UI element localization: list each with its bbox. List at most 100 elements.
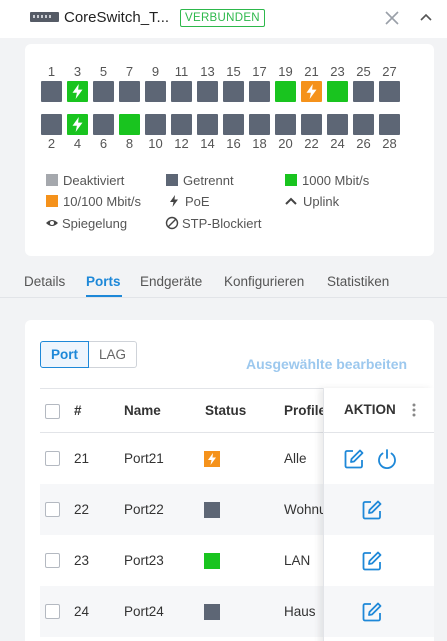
edit-icon[interactable]	[361, 550, 383, 572]
device-name: CoreSwitch_T...	[64, 9, 170, 26]
row-checkbox[interactable]	[45, 451, 60, 466]
row-checkbox[interactable]	[45, 553, 60, 568]
port-10[interactable]	[145, 114, 166, 135]
port-15[interactable]	[223, 81, 244, 102]
edit-icon[interactable]	[361, 499, 383, 521]
port-number-label: 11	[174, 64, 189, 79]
table-row[interactable]: 23 Port23 LAN	[40, 535, 434, 586]
port-1[interactable]	[41, 81, 62, 102]
power-icon[interactable]	[376, 448, 398, 470]
legend-deactivated: Deaktiviert	[46, 172, 124, 188]
blocked-icon	[165, 216, 179, 230]
port-25[interactable]	[353, 81, 374, 102]
row-checkbox[interactable]	[45, 502, 60, 517]
segment-port[interactable]: Port	[40, 341, 89, 368]
port-9[interactable]	[145, 81, 166, 102]
port-number-label: 16	[226, 136, 241, 151]
port-5[interactable]	[93, 81, 114, 102]
port-23[interactable]	[327, 81, 348, 102]
poe-icon	[170, 195, 178, 207]
port-lag-toggle: Port LAG	[40, 341, 138, 368]
port-profile: Haus	[284, 604, 316, 619]
tab-bar: Details Ports Endgeräte Konfigurieren St…	[0, 268, 447, 298]
col-name[interactable]: Name	[124, 403, 161, 418]
port-number-label: 26	[356, 136, 371, 151]
port-24[interactable]	[327, 114, 348, 135]
edit-icon[interactable]	[361, 601, 383, 623]
port-26[interactable]	[353, 114, 374, 135]
table-header: # Name Status Profile	[40, 388, 434, 433]
port-status-icon	[204, 553, 220, 569]
port-7[interactable]	[119, 81, 140, 102]
tab-ports[interactable]: Ports	[86, 274, 121, 289]
port-number-label: 7	[125, 64, 134, 79]
segment-lag[interactable]: LAG	[89, 341, 138, 368]
port-6[interactable]	[93, 114, 114, 135]
action-column: AKTION	[323, 388, 434, 641]
port-number-label: 10	[148, 136, 163, 151]
legend-disconnected: Getrennt	[166, 172, 234, 188]
port-4[interactable]	[67, 114, 88, 135]
col-status[interactable]: Status	[205, 403, 247, 418]
port-number: 22	[74, 502, 90, 517]
collapse-up-icon[interactable]	[418, 10, 434, 26]
port-number-label: 2	[47, 136, 56, 151]
device-header: CoreSwitch_T... VERBUNDEN	[0, 0, 447, 38]
port-17[interactable]	[249, 81, 270, 102]
port-number-label: 9	[151, 64, 160, 79]
port-number: 24	[74, 604, 90, 619]
port-number-label: 1	[47, 64, 56, 79]
legend-1000mbit: 1000 Mbit/s	[285, 172, 369, 188]
port-number: 23	[74, 553, 90, 568]
port-number-label: 24	[330, 136, 345, 151]
port-number-label: 5	[99, 64, 108, 79]
port-3[interactable]	[67, 81, 88, 102]
tab-configure[interactable]: Konfigurieren	[224, 274, 305, 289]
tab-clients[interactable]: Endgeräte	[140, 274, 203, 289]
edit-icon[interactable]	[343, 448, 365, 470]
port-11[interactable]	[171, 81, 192, 102]
port-2[interactable]	[41, 114, 62, 135]
eye-icon	[46, 220, 58, 226]
port-number-label: 17	[252, 64, 267, 79]
port-16[interactable]	[223, 114, 244, 135]
port-number-label: 18	[252, 136, 267, 151]
port-21[interactable]	[301, 81, 322, 102]
port-14[interactable]	[197, 114, 218, 135]
tab-statistics[interactable]: Statistiken	[327, 274, 390, 289]
port-profile: LAN	[284, 553, 311, 568]
port-number-label: 4	[73, 136, 82, 151]
port-27[interactable]	[379, 81, 400, 102]
port-name: Port24	[124, 604, 164, 619]
port-number-label: 6	[99, 136, 108, 151]
tab-details[interactable]: Details	[24, 274, 66, 289]
port-number-label: 14	[200, 136, 215, 151]
port-13[interactable]	[197, 81, 218, 102]
col-number: #	[74, 403, 82, 418]
column-menu-icon[interactable]	[412, 402, 416, 418]
legend-mirroring: Spiegelung	[45, 215, 127, 231]
active-tab-indicator	[86, 295, 122, 297]
col-profile[interactable]: Profile	[284, 403, 327, 418]
port-20[interactable]	[275, 114, 296, 135]
port-name: Port22	[124, 502, 164, 517]
legend-poe: PoE	[166, 193, 210, 209]
port-28[interactable]	[379, 114, 400, 135]
port-18[interactable]	[249, 114, 270, 135]
table-row[interactable]: 21 Port21 Alle	[40, 433, 434, 484]
port-12[interactable]	[171, 114, 192, 135]
edit-selected-button[interactable]: Ausgewählte bearbeiten	[246, 356, 408, 372]
port-22[interactable]	[301, 114, 322, 135]
port-number-label: 27	[382, 64, 397, 79]
port-number-label: 21	[304, 64, 319, 79]
port-8[interactable]	[119, 114, 140, 135]
port-19[interactable]	[275, 81, 296, 102]
legend-uplink: Uplink	[284, 193, 339, 209]
port-number-label: 23	[330, 64, 345, 79]
legend-100mbit: 10/100 Mbit/s	[46, 193, 141, 209]
select-all-checkbox[interactable]	[45, 404, 60, 419]
port-status-icon	[204, 604, 220, 620]
close-icon[interactable]	[383, 9, 401, 27]
legend-stp-blocked: STP-Blockiert	[165, 215, 261, 231]
row-checkbox[interactable]	[45, 604, 60, 619]
